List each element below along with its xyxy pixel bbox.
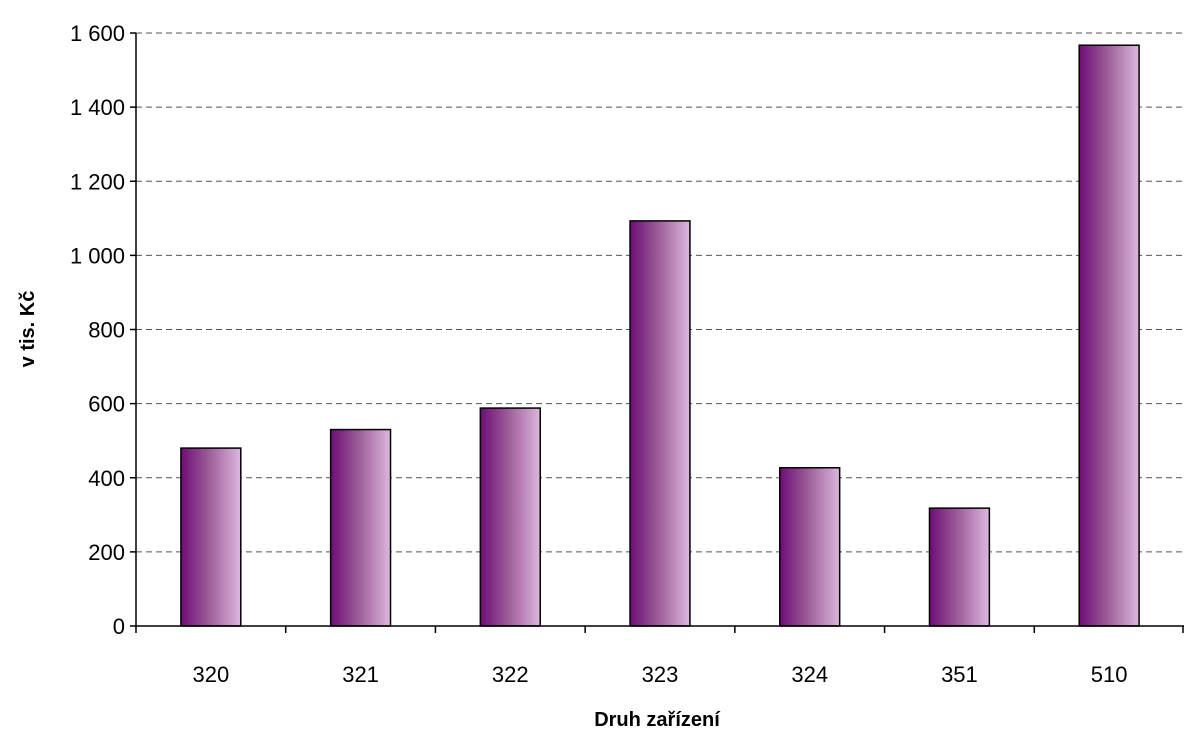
axes	[130, 32, 1184, 633]
bar-321	[329, 428, 392, 627]
x-tick-labels: 320 321 322 323 324 351 510	[192, 662, 1127, 687]
y-tick-labels: 0 200 400 600 800 1 000 1 200 1 400 1 600	[70, 21, 125, 639]
y-tick-label: 200	[88, 540, 125, 565]
x-tick-label: 320	[192, 662, 229, 687]
bar-322	[479, 407, 541, 627]
bar-320	[180, 447, 242, 627]
y-tick-label: 1 600	[70, 21, 125, 46]
x-tick-label: 323	[642, 662, 679, 687]
bar-323	[629, 220, 691, 627]
y-tick-label: 800	[88, 318, 125, 343]
x-tick-label: 321	[342, 662, 379, 687]
x-axis-title: Druh zařízení	[594, 709, 721, 731]
bars	[180, 44, 1140, 627]
y-axis-title: v tis. Kč	[17, 291, 39, 368]
y-tick-label: 600	[88, 392, 125, 417]
x-tick-label: 322	[492, 662, 529, 687]
bar-510	[1078, 44, 1140, 627]
y-tick-label: 0	[113, 614, 125, 639]
y-tick-label: 400	[88, 466, 125, 491]
y-tick-label: 1 400	[70, 95, 125, 120]
bar-351	[928, 507, 991, 627]
x-tick-label: 351	[941, 662, 978, 687]
x-tick-label: 510	[1091, 662, 1128, 687]
y-tick-label: 1 000	[70, 243, 125, 268]
x-tick-label: 324	[791, 662, 828, 687]
y-tick-label: 1 200	[70, 169, 125, 194]
bar-324	[779, 466, 841, 627]
